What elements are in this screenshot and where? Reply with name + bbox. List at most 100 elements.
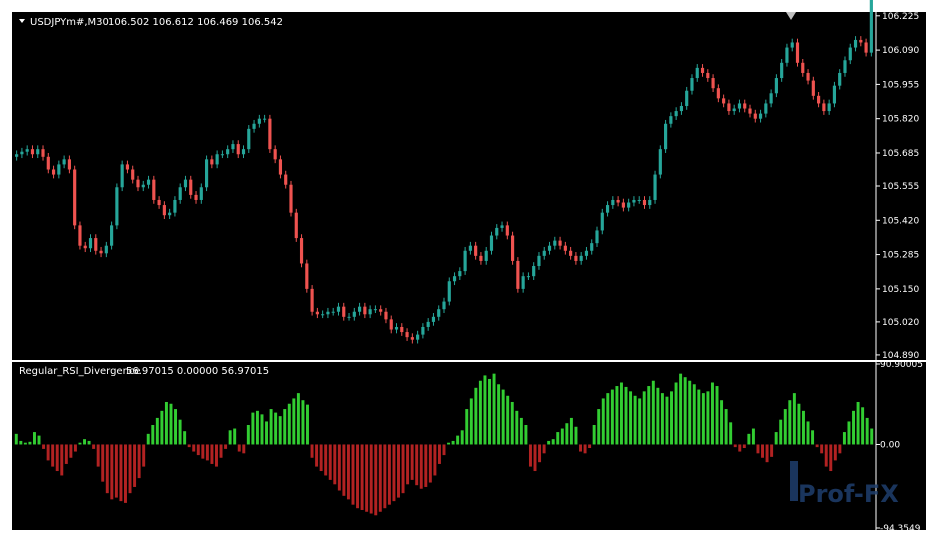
rsi-bar <box>419 444 423 489</box>
rsi-bar <box>528 444 532 467</box>
rsi-bar <box>765 444 769 463</box>
rsi-bar <box>351 444 355 505</box>
rsi-bar <box>624 386 628 445</box>
rsi-bar <box>237 444 241 452</box>
price-tick-label: 104.890 <box>882 351 919 361</box>
candle-body <box>115 187 119 226</box>
rsi-bar <box>533 444 537 472</box>
candle-body <box>832 85 837 104</box>
candle-body <box>627 202 631 208</box>
rsi-bar <box>292 398 296 445</box>
rsi-bar <box>342 444 346 496</box>
rsi-bar <box>410 444 414 480</box>
candle-body <box>278 159 283 175</box>
rsi-bar <box>378 444 382 512</box>
rsi-bar <box>133 444 137 487</box>
rsi-bar <box>124 444 127 503</box>
rsi-bar <box>838 444 842 454</box>
candle-body <box>859 39 863 43</box>
candle-body <box>120 164 124 188</box>
candle-body <box>542 250 546 256</box>
rsi-bar <box>756 444 760 454</box>
candle-body <box>30 149 35 155</box>
price-tick-label: 105.285 <box>882 251 919 261</box>
rsi-bar <box>401 444 405 494</box>
candle-body <box>236 144 240 155</box>
candle-body <box>569 250 573 256</box>
candle-body <box>431 316 436 322</box>
candle-body <box>727 103 731 112</box>
rsi-bar <box>560 428 564 445</box>
candle-body <box>690 78 694 91</box>
candle-body <box>210 159 214 165</box>
rsi-bar <box>779 419 783 445</box>
candle-body <box>247 128 251 150</box>
rsi-bar <box>174 409 178 445</box>
rsi-bar <box>365 444 369 512</box>
candle-body <box>653 174 657 200</box>
price-tick-label: 105.420 <box>882 216 919 226</box>
rsi-bar <box>811 430 815 445</box>
candle-body <box>843 60 847 73</box>
candle-body <box>869 0 873 53</box>
rsi-bar <box>588 444 592 449</box>
rsi-bar <box>797 403 801 445</box>
candle-body <box>827 103 831 112</box>
rsi-bar <box>870 428 874 445</box>
chart-shift-marker-icon[interactable] <box>786 12 796 20</box>
candle-body <box>532 266 536 277</box>
rsi-bar <box>761 444 764 458</box>
rsi-bar <box>387 444 391 505</box>
rsi-bar <box>255 410 259 445</box>
rsi-bar <box>497 384 501 445</box>
indicator-tick-labels: 90.90005 0.00 -94.3549 <box>876 360 923 534</box>
candle-body <box>157 199 161 206</box>
candle-body <box>611 199 615 206</box>
candle-body <box>553 240 557 246</box>
candle-body <box>284 174 288 185</box>
watermark-text: Prof-FX <box>798 480 899 508</box>
candle-body <box>263 118 267 120</box>
rsi-bar <box>642 391 646 445</box>
candle-body <box>421 326 425 335</box>
rsi-bar <box>46 444 50 461</box>
rsi-bar <box>278 416 282 445</box>
candle-body <box>758 113 763 119</box>
candle-body <box>231 144 235 150</box>
candle-body <box>474 245 478 256</box>
candle-body <box>769 93 773 104</box>
candle-body <box>342 306 346 317</box>
rsi-bar <box>183 431 187 445</box>
rsi-bar <box>451 440 455 445</box>
chart-menu-triangle-icon[interactable] <box>19 19 25 23</box>
rsi-bar <box>538 444 542 463</box>
candle-body <box>595 230 599 244</box>
rsi-bar <box>415 444 419 486</box>
rsi-bar <box>201 444 205 459</box>
price-tick-label: 106.225 <box>882 12 919 22</box>
candle-body <box>484 250 488 261</box>
rsi-bar <box>447 442 451 445</box>
candle-body <box>305 263 309 289</box>
rsi-bar <box>356 444 360 509</box>
rsi-bar <box>333 444 337 485</box>
rsi-bar <box>60 444 64 476</box>
candle-body <box>379 309 383 312</box>
candle-body <box>685 90 689 106</box>
rsi-bar <box>651 380 655 445</box>
rsi-bar <box>565 423 569 445</box>
rsi-bar <box>73 444 77 452</box>
candle-body <box>495 227 499 236</box>
candle-body <box>590 243 594 251</box>
rsi-bar <box>269 409 273 445</box>
rsi-bar <box>601 398 605 445</box>
rsi-bar <box>774 432 778 445</box>
candle-body <box>394 326 399 330</box>
candle-body <box>669 116 673 124</box>
candle-body <box>511 235 515 261</box>
candle-body <box>489 235 494 251</box>
candle-body <box>400 326 404 333</box>
rsi-bar <box>815 444 819 448</box>
candle-body <box>20 151 24 155</box>
rsi-bar <box>392 444 396 502</box>
